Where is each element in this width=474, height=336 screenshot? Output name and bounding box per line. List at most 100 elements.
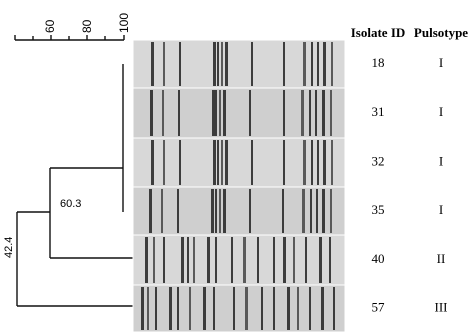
gel-band bbox=[329, 237, 331, 283]
scale-label: 100 bbox=[117, 13, 131, 33]
gel-band bbox=[150, 90, 153, 136]
gel-band bbox=[207, 237, 210, 283]
gel-lane bbox=[132, 186, 346, 236]
gel-band bbox=[177, 189, 179, 233]
gel-band bbox=[141, 287, 144, 330]
gel-band bbox=[311, 140, 313, 185]
scale-label: 60 bbox=[43, 19, 57, 33]
gel-band bbox=[273, 237, 275, 283]
gel-lane bbox=[132, 137, 346, 188]
gel-band bbox=[283, 237, 286, 283]
gel-band bbox=[283, 140, 285, 185]
gel-band bbox=[297, 287, 299, 330]
gel-band bbox=[151, 140, 154, 185]
gel-band bbox=[219, 90, 221, 136]
gel-band bbox=[293, 237, 295, 283]
gel-band bbox=[203, 287, 206, 330]
gel-band bbox=[315, 90, 317, 136]
gel-band bbox=[225, 140, 228, 185]
gel-band bbox=[309, 90, 311, 136]
gel-band bbox=[181, 237, 184, 283]
isolate-id: 40 bbox=[372, 251, 385, 266]
gel-band bbox=[249, 189, 251, 233]
gel-band bbox=[215, 90, 217, 136]
gel-band bbox=[219, 189, 221, 233]
gel-band bbox=[301, 90, 304, 136]
pulsotype: III bbox=[435, 299, 448, 314]
gel-band bbox=[333, 287, 335, 330]
gel-band bbox=[217, 140, 219, 185]
gel-band bbox=[223, 90, 226, 136]
pulsotype: I bbox=[439, 104, 443, 119]
isolate-id: 18 bbox=[372, 55, 385, 70]
gel-band bbox=[147, 287, 149, 330]
gel-band bbox=[213, 42, 216, 86]
gel-band bbox=[309, 287, 311, 330]
gel-band bbox=[225, 42, 228, 86]
gel-band bbox=[178, 90, 180, 136]
gel-band bbox=[319, 237, 322, 283]
gel-band bbox=[231, 237, 233, 283]
isolate-id: 57 bbox=[372, 299, 386, 314]
gel-band bbox=[177, 287, 179, 330]
node-label: 42.4 bbox=[3, 237, 15, 258]
pulsotype: I bbox=[439, 153, 443, 168]
gel-band bbox=[317, 42, 319, 86]
gel-band bbox=[322, 90, 325, 136]
gel-band bbox=[251, 140, 253, 185]
gel-band bbox=[163, 140, 165, 185]
gel-band bbox=[163, 42, 165, 86]
gel-band bbox=[303, 42, 306, 86]
gel-band bbox=[155, 287, 157, 330]
gel-band bbox=[321, 287, 324, 330]
gel-band bbox=[245, 287, 248, 330]
table-header: Isolate ID bbox=[351, 25, 406, 40]
gel-band bbox=[316, 189, 318, 233]
gel-lane bbox=[132, 39, 346, 89]
gel-lane bbox=[132, 87, 346, 139]
gel-band bbox=[213, 287, 215, 330]
gel-band bbox=[221, 42, 223, 86]
gel-band bbox=[212, 90, 215, 136]
gel-band bbox=[213, 140, 216, 185]
gel-band bbox=[311, 42, 313, 86]
gel-band bbox=[149, 189, 152, 233]
gel-band bbox=[162, 90, 164, 136]
isolate-id: 35 bbox=[372, 202, 385, 217]
gel-band bbox=[261, 287, 263, 330]
gel-band bbox=[179, 42, 181, 86]
gel-band bbox=[331, 42, 333, 86]
scale-label: 80 bbox=[80, 19, 94, 33]
gel-band bbox=[317, 140, 319, 185]
gel-band bbox=[330, 189, 332, 233]
gel-band bbox=[215, 237, 217, 283]
gel-band bbox=[287, 287, 290, 330]
gel-band bbox=[282, 189, 284, 233]
pulsotype: II bbox=[437, 251, 446, 266]
table-header: Pulsotype bbox=[414, 25, 468, 40]
gel-band bbox=[189, 287, 191, 330]
gel-lane bbox=[132, 234, 346, 286]
node-label: 60.3 bbox=[60, 198, 81, 210]
gel-band bbox=[179, 140, 181, 185]
gel-image bbox=[132, 39, 346, 333]
pulsotype: I bbox=[439, 202, 443, 217]
gel-band bbox=[330, 90, 332, 136]
gel-band bbox=[323, 42, 326, 86]
scale: 60 80 100 bbox=[14, 13, 131, 41]
dendrogram: 60.3 42.4 bbox=[3, 64, 133, 307]
gel-band bbox=[153, 237, 155, 283]
gel-band bbox=[145, 237, 148, 283]
gel-band bbox=[251, 42, 253, 86]
gel-band bbox=[303, 140, 306, 185]
gel-band bbox=[169, 287, 172, 330]
gel-band bbox=[283, 90, 285, 136]
gel-band bbox=[163, 237, 165, 283]
gel-band bbox=[249, 90, 251, 136]
isolate-id: 32 bbox=[372, 153, 385, 168]
gel-band bbox=[211, 189, 214, 233]
gel-band bbox=[243, 237, 246, 283]
gel-band bbox=[223, 189, 226, 233]
gel-band bbox=[283, 42, 285, 86]
